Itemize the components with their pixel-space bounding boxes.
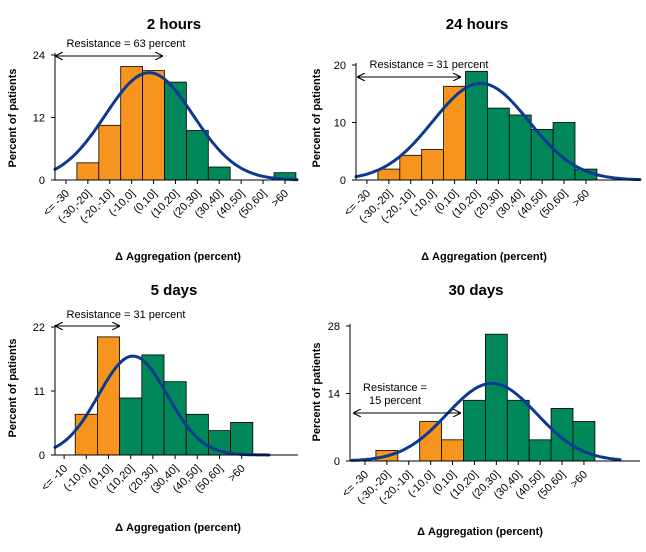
resistance-label-line-1: Resistance = 63 percent	[67, 38, 186, 50]
bar-(10,20]	[164, 81, 187, 181]
panel-title: 24 hours	[446, 16, 509, 33]
x-axis-label: Δ Aggregation (percent)	[115, 522, 241, 534]
bar-(0,10]	[142, 70, 165, 181]
axes	[51, 53, 298, 184]
y-tick-label: 0	[39, 175, 45, 187]
bar-(10,20]	[119, 397, 143, 456]
bar-(30,40]	[508, 114, 532, 181]
axes	[352, 63, 640, 184]
bars	[375, 333, 596, 462]
bar-(0,10]	[441, 439, 464, 462]
y-tick-label: 10	[334, 118, 346, 130]
y-axis-label: Percent of patients	[7, 68, 19, 167]
bar->60	[230, 421, 254, 456]
resistance-label-line-1: Resistance = 31 percent	[67, 309, 186, 321]
bar-(-30,-20]	[377, 168, 401, 181]
x-tick-labels: <= -30(-30,-20](-20,-10](-10,0](0,10](10…	[41, 188, 291, 226]
y-tick-labels: 0 10 20	[334, 60, 346, 187]
y-tick-label: 14	[328, 389, 340, 401]
x-tick-labels: <= -30(-30,-20](-20,-10](-10,0](0,10](10…	[342, 188, 592, 226]
y-axis-label: Percent of patients	[311, 342, 323, 441]
panel-24-hours: 24 hours Percent of patients Δ Aggregati…	[311, 16, 642, 263]
bar-(-10,0]	[421, 149, 445, 181]
y-tick-label: 0	[340, 175, 346, 187]
bars	[377, 70, 598, 181]
axes	[51, 325, 298, 459]
y-tick-label: 12	[33, 113, 45, 125]
bar-(10,20]	[463, 399, 486, 462]
y-tick-label: 22	[33, 322, 45, 334]
fitted-curve	[354, 81, 642, 182]
bars	[74, 336, 254, 456]
y-tick-labels: 0 14 28	[328, 321, 340, 468]
bars	[76, 66, 297, 181]
bar-(-10,0]	[419, 421, 443, 462]
y-tick-labels: 0 12 24	[33, 50, 45, 187]
x-axis-label: Δ Aggregation (percent)	[115, 251, 241, 263]
bar-(-20,-10]	[399, 154, 423, 181]
bar-(0,10]	[443, 85, 466, 181]
resistance-label-line-1: Resistance = 31 percent	[370, 59, 489, 71]
bar-(40,50]	[528, 439, 552, 462]
panel-title: 30 days	[448, 282, 503, 299]
panel-2-hours: 2 hours Percent of patients Δ Aggregatio…	[7, 16, 299, 263]
bar-(30,40]	[207, 166, 231, 181]
bar-(-10,0]	[74, 413, 98, 456]
y-axis-label: Percent of patients	[311, 68, 323, 167]
x-tick-label: >60	[568, 469, 590, 491]
y-axis-label: Percent of patients	[7, 338, 19, 437]
x-axis-label: Δ Aggregation (percent)	[421, 251, 547, 263]
fitted-curve	[350, 381, 622, 462]
x-tick-label: >60	[226, 463, 248, 485]
bar-(40,50]	[185, 413, 209, 456]
resistance-annotation: Resistance = 63 percent	[56, 38, 185, 56]
bar-(20,30]	[185, 130, 209, 181]
fitted-curve	[53, 354, 271, 457]
bar-(20,30]	[484, 333, 508, 462]
bar-(-30,-20]	[76, 162, 100, 181]
bar-(0,10]	[97, 336, 121, 456]
resistance-label-line-2: 15 percent	[369, 395, 421, 407]
panel-title: 2 hours	[147, 16, 201, 33]
x-axis-label: Δ Aggregation (percent)	[417, 526, 543, 538]
y-tick-label: 20	[334, 60, 346, 72]
resistance-label-line-1: Resistance =	[363, 382, 427, 394]
y-tick-label: 28	[328, 321, 340, 333]
bar-(-20,-10]	[98, 124, 122, 181]
panel-30-days: 30 days Percent of patients Δ Aggregatio…	[311, 282, 640, 538]
fitted-curve	[53, 71, 299, 182]
x-tick-labels: <= -10(-10,0](0,10](10,20](20,30](30,40]…	[39, 463, 248, 496]
bar-(50,60]	[550, 407, 574, 462]
resistance-annotation: Resistance = 15 percent	[354, 382, 460, 413]
y-tick-labels: 0 11 22	[33, 322, 45, 462]
y-tick-label: 0	[334, 456, 340, 468]
resistance-annotation: Resistance = 31 percent	[358, 59, 488, 77]
y-tick-label: 24	[33, 50, 45, 62]
bar-(-10,0]	[120, 66, 143, 181]
axes	[346, 324, 640, 465]
panel-5-days: 5 days Percent of patients Δ Aggregation…	[7, 282, 298, 534]
x-tick-label: >60	[570, 188, 592, 210]
y-tick-label: 0	[39, 450, 45, 462]
panel-title: 5 days	[151, 282, 198, 299]
bar-(20,30]	[486, 107, 510, 181]
x-tick-label: >60	[269, 188, 291, 210]
bar-(30,40]	[506, 399, 530, 462]
y-tick-label: 11	[34, 386, 45, 398]
x-tick-labels: <= -30(-30,-20](-20,-10](-10,0](0,10](10…	[340, 469, 590, 507]
resistance-annotation: Resistance = 31 percent	[56, 309, 185, 326]
